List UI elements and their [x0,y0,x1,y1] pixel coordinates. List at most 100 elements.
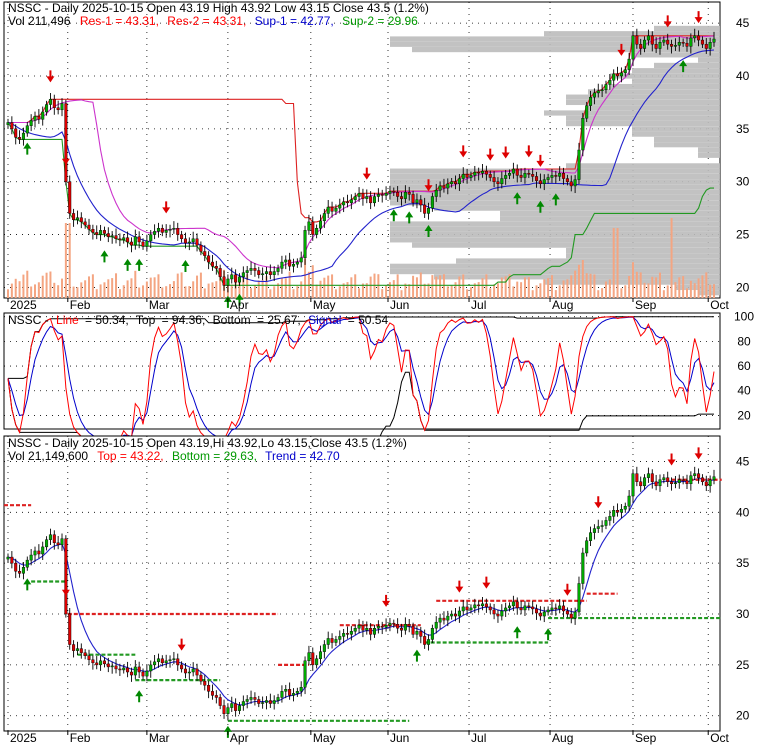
candle-body [180,664,184,670]
candle-body [523,173,527,178]
candle-body [473,171,477,176]
volume-bar [280,277,283,298]
volume-bar [161,287,164,298]
candle-body [195,668,199,676]
volume-bar [446,286,449,298]
candle-body [681,41,685,44]
candle-body [608,516,612,521]
candle-body [569,181,573,187]
trend-y-tick-label: 30 [736,607,750,621]
candle-body [388,622,392,626]
candle-body [434,189,438,197]
volume-bar [539,283,542,298]
candle-body [558,173,562,177]
candle-body [508,605,512,609]
volume-bar [211,282,214,298]
volume-bar [655,277,658,298]
candle-body [484,170,488,175]
buy-arrow [513,626,522,639]
profile-bar [632,78,720,84]
volume-bar [273,286,276,298]
candle-body [141,671,145,677]
candle-body [95,232,99,235]
candle-body [45,539,49,548]
candle-body [376,626,380,629]
candle-body [477,604,481,607]
volume-bar [300,281,303,298]
volume-bar [165,286,168,298]
profile-bar [390,221,720,227]
candle-body [284,259,288,263]
volume-bar [358,288,361,298]
candle-body [156,658,160,663]
volume-bar [269,289,272,298]
candle-body [604,520,608,526]
price-x-tick-label: May [313,298,336,312]
candle-body [210,261,214,267]
volume-bar [153,277,156,298]
volume-bar [554,290,557,298]
candle-body [446,615,450,621]
candle-body [291,693,295,696]
trend-x-tick-label: Apr [230,731,249,745]
volume-bar [207,283,210,298]
buy-arrow [123,258,132,271]
sell-arrow [486,148,495,161]
candle-body [531,606,535,610]
stoch-signal-line [7,316,715,440]
candle-body [519,607,523,611]
volume-bar [585,273,588,298]
volume-bar [7,289,9,298]
volume-bar [26,270,29,298]
candle-body [268,700,272,704]
volume-bar [658,272,661,298]
candle-body [654,44,658,49]
candle-body [542,611,546,617]
candle-body [10,122,14,130]
trend-y-tick-label: 40 [736,505,750,519]
candle-body [538,180,542,185]
volume-bar [504,276,507,298]
volume-bar [631,262,634,298]
candle-body [149,664,153,672]
candle-body [6,122,10,125]
buy-arrow [551,193,560,206]
price-y-tick-label: 20 [736,280,750,294]
candle-body [631,35,635,60]
price-candles [6,28,716,293]
trend-x-tick-label: Aug [552,731,573,745]
candle-body [72,644,76,651]
candle-body [515,168,519,176]
candle-body [326,206,330,214]
sell-arrow [501,146,510,159]
candle-body [442,617,446,621]
profile-bar [698,57,720,63]
candle-body [237,705,241,711]
candle-body [693,473,697,476]
candle-body [318,220,322,229]
candle-body [91,659,95,664]
volume-bar [342,283,345,298]
volume-bar [385,285,388,298]
volume-bar [296,286,299,298]
candle-body [207,255,211,263]
profile-bar [566,94,720,100]
candle-body [403,623,407,631]
candle-body [64,103,68,182]
candle-body [253,268,257,271]
volume-bar [134,270,137,298]
volume-bar [469,287,472,298]
candle-body [307,652,311,662]
candle-body [183,238,187,244]
candle-body [207,685,211,692]
profile-bar [566,120,720,127]
candle-body [546,177,550,180]
volume-bar [396,274,399,298]
candle-body [616,73,620,77]
candle-body [311,652,315,666]
volume-bar [543,279,546,298]
profile-bar [566,99,720,106]
candle-body [465,174,469,178]
candle-body [234,274,238,283]
volume-bar [361,283,364,298]
